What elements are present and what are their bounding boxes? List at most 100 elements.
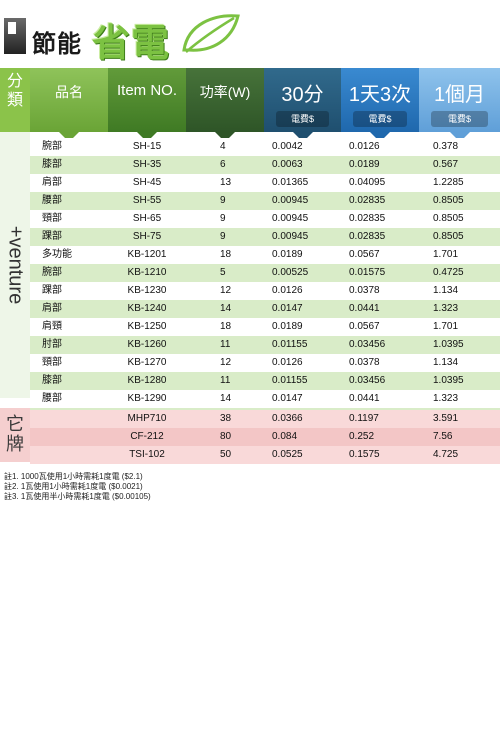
column-header-30min: 30分 電費$ (264, 68, 341, 142)
cell-c30: 0.00525 (272, 267, 309, 278)
cell-c1m: 1.134 (433, 357, 459, 368)
title-big: 省電 (92, 21, 171, 65)
column-header-category-label: 分類 (6, 73, 23, 109)
table-row: MHP710 38 0.0366 0.1197 3.591 (30, 410, 500, 428)
cell-c3d: 0.02835 (349, 195, 386, 206)
cell-c30: 0.0063 (272, 159, 303, 170)
leaf-icon (182, 14, 240, 53)
cell-item: CF-212 (130, 431, 164, 442)
cell-name: 肘部 (42, 339, 62, 350)
cell-power: 11 (220, 339, 231, 350)
cell-name: 多功能 (42, 249, 72, 260)
table-row: 頸部 SH-65 9 0.00945 0.02835 0.8505 (30, 210, 500, 228)
cell-name: 肩頸 (42, 321, 62, 332)
cell-item: KB-1230 (127, 285, 167, 296)
column-header-power: 功率(W) (186, 68, 264, 142)
cell-c3d: 0.0378 (349, 285, 380, 296)
cell-c30: 0.0126 (272, 357, 303, 368)
cell-c1m: 0.567 (433, 159, 459, 170)
cell-c30: 0.00945 (272, 231, 309, 242)
cell-c3d: 0.0567 (349, 321, 380, 332)
column-header-category: 分類 (0, 68, 30, 132)
cell-c3d: 0.03456 (349, 339, 386, 350)
cell-power: 14 (220, 393, 232, 404)
cell-c30: 0.0525 (272, 449, 303, 460)
footnotes: 註1. 1000瓦使用1小時需耗1度電 ($2.1) 註2. 1瓦使用1小時需耗… (4, 472, 151, 502)
cell-power: 9 (220, 231, 226, 242)
column-header-30min-label: 30分 (281, 84, 324, 106)
cell-item: KB-1260 (127, 339, 167, 350)
cell-power: 13 (220, 177, 232, 188)
cell-c1m: 3.591 (433, 413, 459, 424)
cell-c1m: 1.701 (433, 249, 459, 260)
column-header-1month-label: 1個月 (433, 84, 486, 106)
cell-item: TSI-102 (129, 449, 165, 460)
cell-power: 12 (220, 285, 232, 296)
cell-c30: 0.0366 (272, 413, 303, 424)
column-header-1month: 1個月 電費$ (419, 68, 500, 142)
table-header: 分類 品名 Item NO. 功率(W) 30分 電費$ 1天3次 電費$ 1個… (0, 68, 500, 142)
table-row: 肩部 SH-45 13 0.01365 0.04095 1.2285 (30, 174, 500, 192)
table-row: 腕部 KB-1210 5 0.00525 0.01575 0.4725 (30, 264, 500, 282)
table-row: 腕部 SH-15 4 0.0042 0.0126 0.378 (30, 138, 500, 156)
cell-name: 膝部 (42, 159, 62, 170)
cell-c3d: 0.0189 (349, 159, 380, 170)
cell-power: 80 (220, 431, 232, 442)
table-row: 膝部 SH-35 6 0.0063 0.0189 0.567 (30, 156, 500, 174)
cell-c1m: 1.134 (433, 285, 459, 296)
cell-c30: 0.0147 (272, 303, 303, 314)
title-small: 節能 (32, 30, 82, 58)
cell-c30: 0.01155 (272, 375, 308, 386)
page-header: 節能 省電 (0, 0, 500, 66)
cell-c1m: 1.2285 (433, 177, 464, 188)
cell-c1m: 7.56 (433, 431, 453, 442)
column-header-3times: 1天3次 電費$ (341, 68, 419, 142)
table-row: 肩部 KB-1240 14 0.0147 0.0441 1.323 (30, 300, 500, 318)
column-header-item: Item NO. (108, 68, 186, 142)
cell-c1m: 0.8505 (433, 231, 464, 242)
section-label-other: 它牌 (0, 408, 30, 462)
column-header-30min-fee: 電費$ (276, 111, 329, 127)
cell-name (42, 446, 108, 464)
column-header-3times-fee: 電費$ (353, 111, 407, 127)
table-row: 腰部 SH-55 9 0.00945 0.02835 0.8505 (30, 192, 500, 210)
cell-c30: 0.0189 (272, 249, 303, 260)
cell-c30: 0.0147 (272, 393, 303, 404)
cell-c3d: 0.02835 (349, 231, 386, 242)
cell-name: 腰部 (42, 393, 62, 404)
cell-name: 腰部 (42, 195, 62, 206)
cell-name: 踝部 (42, 285, 62, 296)
cell-name (42, 428, 108, 446)
cell-item: KB-1270 (127, 357, 167, 368)
table-row: 腰部 KB-1290 14 0.0147 0.0441 1.323 (30, 390, 500, 408)
cell-name: 頸部 (42, 213, 62, 224)
cell-power: 38 (220, 413, 232, 424)
cell-power: 12 (220, 357, 232, 368)
cell-c1m: 0.8505 (433, 195, 464, 206)
cell-c1m: 0.4725 (433, 267, 464, 278)
cell-item: SH-45 (132, 177, 162, 188)
cell-power: 9 (220, 195, 226, 206)
cell-name: 腕部 (42, 141, 62, 152)
column-header-name: 品名 (30, 68, 108, 142)
table-row: 膝部 KB-1280 11 0.01155 0.03456 1.0395 (30, 372, 500, 390)
footnote-3: 註3. 1瓦使用半小時需耗1度電 ($0.00105) (4, 492, 151, 501)
table-row: 肘部 KB-1260 11 0.01155 0.03456 1.0395 (30, 336, 500, 354)
cell-power: 5 (220, 267, 226, 278)
cell-power: 4 (220, 141, 226, 152)
cell-c3d: 0.0378 (349, 357, 380, 368)
cell-c3d: 0.1197 (349, 413, 379, 424)
cell-power: 9 (220, 213, 226, 224)
brand-logo-icon (4, 18, 26, 54)
section-label-venture-text: +venture (4, 225, 27, 305)
cell-c30: 0.01365 (272, 177, 309, 188)
cell-power: 18 (220, 249, 232, 260)
cell-item: SH-35 (132, 159, 162, 170)
cell-item: KB-1280 (127, 375, 167, 386)
footnote-1: 註1. 1000瓦使用1小時需耗1度電 ($2.1) (4, 472, 143, 481)
cell-c1m: 0.378 (433, 141, 459, 152)
table-row: 肩頸 KB-1250 18 0.0189 0.0567 1.701 (30, 318, 500, 336)
cell-c3d: 0.02835 (349, 213, 386, 224)
column-header-name-label: 品名 (55, 84, 83, 100)
cell-item: SH-75 (132, 231, 162, 242)
